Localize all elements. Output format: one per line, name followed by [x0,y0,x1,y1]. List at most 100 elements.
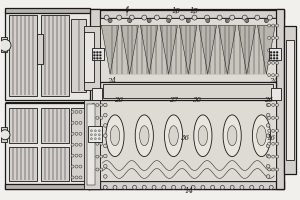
Circle shape [266,144,270,148]
Circle shape [75,132,78,135]
Bar [85,100,100,189]
Circle shape [96,51,98,53]
Circle shape [113,185,117,189]
Bar [85,32,94,82]
Circle shape [273,54,275,56]
Circle shape [99,54,101,56]
Circle shape [264,19,268,23]
Circle shape [276,74,279,77]
Circle shape [96,116,99,119]
Circle shape [268,116,271,119]
Circle shape [152,185,156,189]
Circle shape [268,49,271,52]
Circle shape [94,130,96,132]
Circle shape [230,15,235,20]
Ellipse shape [135,115,153,157]
Circle shape [268,129,271,132]
Circle shape [75,110,78,113]
Bar [41,108,69,143]
Bar [88,9,284,189]
Circle shape [272,116,274,119]
Circle shape [129,15,134,20]
Circle shape [268,24,271,27]
Circle shape [270,54,272,56]
Polygon shape [130,26,158,74]
Circle shape [172,185,176,189]
Bar [286,40,294,160]
Bar [9,147,37,181]
Polygon shape [160,26,178,74]
Circle shape [240,185,244,189]
Circle shape [133,185,136,189]
Circle shape [0,39,11,51]
Circle shape [268,155,271,158]
Text: 16: 16 [266,134,275,142]
Circle shape [98,130,100,132]
Circle shape [205,15,209,20]
Circle shape [142,185,146,189]
Polygon shape [218,26,236,74]
Ellipse shape [198,126,208,146]
Circle shape [79,143,82,146]
Circle shape [100,129,103,132]
Circle shape [186,19,190,23]
Circle shape [75,176,78,179]
Circle shape [269,185,273,189]
Circle shape [103,124,107,127]
Circle shape [147,19,151,23]
Polygon shape [227,26,256,74]
Circle shape [108,19,112,23]
Circle shape [142,15,147,20]
Circle shape [79,154,82,157]
Text: 24: 24 [269,77,278,85]
Circle shape [201,185,205,189]
Circle shape [71,154,74,157]
Bar [70,19,86,92]
Circle shape [154,15,159,20]
Circle shape [220,185,224,189]
Circle shape [90,138,92,140]
Circle shape [272,168,274,171]
Polygon shape [110,26,138,74]
Circle shape [273,57,275,59]
Bar [284,26,296,174]
Text: 36: 36 [181,134,190,142]
Bar [41,147,69,181]
Ellipse shape [252,115,271,157]
Circle shape [272,142,274,145]
Circle shape [96,155,99,158]
Polygon shape [140,26,158,74]
Text: 14: 14 [184,187,193,195]
Circle shape [79,132,82,135]
Circle shape [245,19,249,23]
Circle shape [266,103,270,107]
Circle shape [75,143,78,146]
Circle shape [225,19,229,23]
Circle shape [79,110,82,113]
Bar [92,88,102,100]
Bar [88,181,284,189]
Circle shape [276,129,279,132]
Bar [271,88,281,100]
Bar [1,127,7,142]
Bar [103,84,273,98]
Text: 24: 24 [107,77,116,85]
Bar [70,108,86,181]
Circle shape [79,176,82,179]
Circle shape [96,54,98,56]
Circle shape [268,36,271,39]
Circle shape [71,176,74,179]
Circle shape [90,130,92,132]
Polygon shape [199,26,217,74]
Bar [37,34,43,64]
Polygon shape [179,26,197,74]
Circle shape [128,19,132,23]
Text: 26: 26 [114,96,123,104]
Circle shape [103,113,107,117]
Bar [269,48,281,60]
Circle shape [272,155,274,158]
Ellipse shape [106,115,124,157]
Circle shape [276,142,279,145]
Polygon shape [258,26,275,74]
Text: 27: 27 [169,96,178,104]
